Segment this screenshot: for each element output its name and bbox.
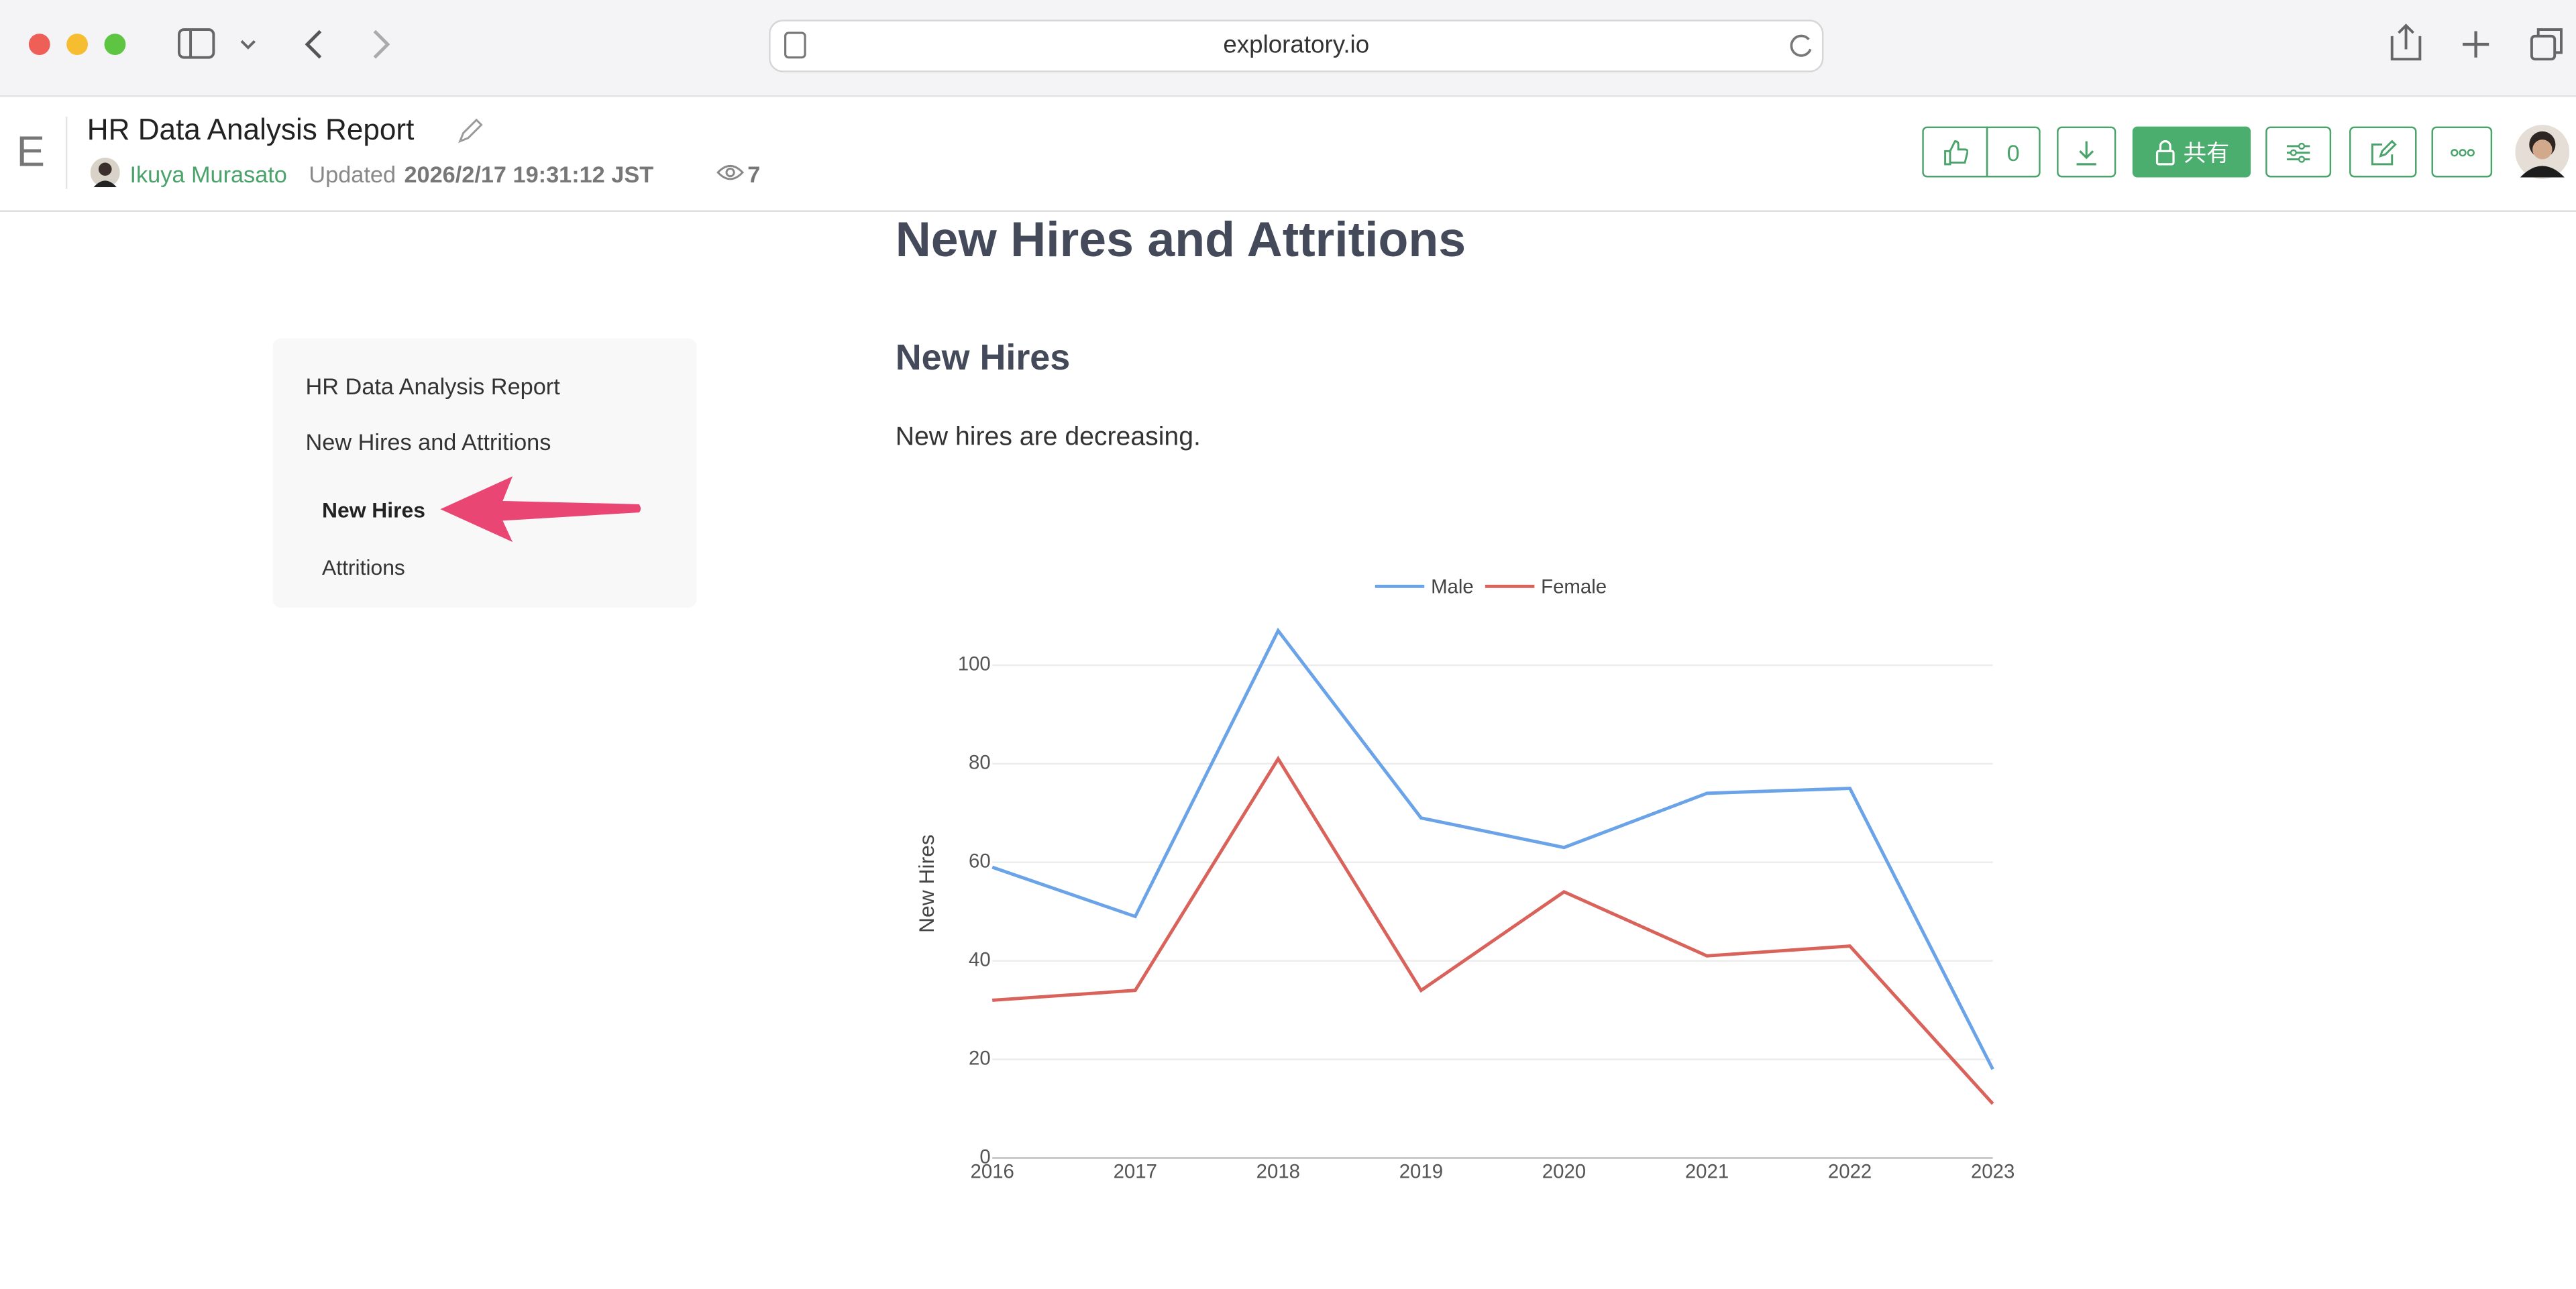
x-tick-label: 2020: [1542, 1160, 1586, 1182]
toc-panel: [272, 338, 697, 608]
forward-button[interactable]: [373, 30, 390, 59]
line-series: [991, 627, 1994, 1070]
settings-button[interactable]: [2265, 126, 2332, 178]
new-tab-button[interactable]: [2463, 31, 2489, 58]
report-title: HR Data Analysis Report: [87, 113, 415, 146]
toc-item-active[interactable]: New Hires: [322, 498, 425, 522]
y-tick-label: 0: [979, 1145, 990, 1168]
address-bar[interactable]: [769, 19, 1824, 72]
back-button[interactable]: [305, 30, 322, 59]
legend-label: Female: [1541, 576, 1607, 598]
browser-toolbar: exploratory.io: [0, 0, 2576, 97]
tab-menu[interactable]: [240, 40, 256, 50]
x-tick-label: 2019: [1399, 1160, 1443, 1182]
x-tick-label: 2022: [1828, 1160, 1872, 1182]
line-series: [992, 755, 1994, 1105]
y-tick-label: 40: [969, 948, 991, 970]
section-heading: New Hires and Attritions: [895, 213, 1466, 268]
y-axis-title: New Hires: [914, 834, 938, 933]
paragraph: New hires are decreasing.: [895, 423, 1201, 452]
views-count: 7: [747, 161, 761, 188]
x-tick-label: 2021: [1685, 1160, 1729, 1182]
subsection-heading: New Hires: [895, 337, 1071, 378]
tabs-button[interactable]: [2530, 34, 2557, 61]
share-button[interactable]: 共有: [2132, 126, 2251, 178]
updated-label: Updated: [309, 161, 396, 188]
updated-time: 2026/2/17 19:31:12 JST: [404, 161, 654, 188]
edit-button[interactable]: [2349, 126, 2417, 178]
y-tick-label: 80: [969, 752, 991, 774]
toc-item[interactable]: HR Data Analysis Report: [305, 372, 560, 400]
legend-label: Male: [1431, 576, 1474, 598]
y-tick-label: 100: [958, 653, 991, 675]
y-tick-label: 20: [969, 1047, 991, 1069]
x-tick-label: 2017: [1114, 1160, 1157, 1182]
pointer-arrow: [440, 476, 641, 543]
divider: [65, 116, 68, 189]
user-avatar[interactable]: [2515, 123, 2570, 181]
author-name[interactable]: Ikuya Murasato: [129, 161, 287, 188]
download-button[interactable]: [2057, 126, 2116, 178]
reader-icon[interactable]: [784, 32, 806, 59]
toc-item[interactable]: Attritions: [322, 555, 405, 580]
share-label: 共有: [2183, 138, 2230, 166]
toolbar-icons: [28, 19, 2563, 72]
views-icon: [716, 164, 744, 180]
close-button[interactable]: [28, 34, 50, 56]
x-tick-label: 2016: [971, 1160, 1014, 1182]
toc-item[interactable]: New Hires and Attritions: [305, 429, 551, 455]
more-button[interactable]: [2431, 126, 2493, 178]
x-tick-label: 2018: [1256, 1160, 1300, 1182]
reload-button[interactable]: [1790, 34, 1812, 57]
like-count: 0: [1986, 126, 2041, 178]
edit-title-icon[interactable]: [457, 118, 483, 144]
url[interactable]: exploratory.io: [1223, 31, 1370, 60]
logo[interactable]: E: [16, 126, 45, 176]
share-button[interactable]: [2390, 23, 2422, 61]
sidebar-button[interactable]: [177, 28, 215, 59]
report-header: E HR Data Analysis Report Ikuya Murasato…: [0, 97, 2576, 212]
zoom-button[interactable]: [104, 34, 126, 56]
y-tick-label: 60: [969, 850, 991, 872]
tabs-icon: [2536, 28, 2563, 54]
author-avatar: [90, 158, 120, 188]
x-tick-label: 2023: [1971, 1160, 2015, 1182]
minimize-button[interactable]: [66, 34, 89, 56]
